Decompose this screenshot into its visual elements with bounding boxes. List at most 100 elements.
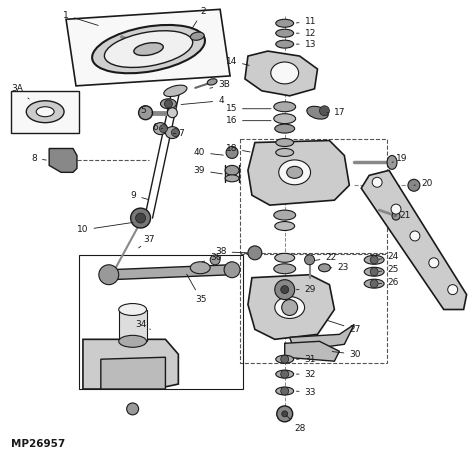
Ellipse shape [364, 256, 384, 264]
Ellipse shape [364, 279, 384, 288]
Text: 7: 7 [173, 129, 184, 138]
Ellipse shape [118, 335, 146, 347]
Polygon shape [245, 51, 318, 96]
Text: 5: 5 [141, 106, 153, 115]
Ellipse shape [274, 114, 296, 124]
Text: 18: 18 [226, 144, 250, 153]
Ellipse shape [225, 165, 239, 175]
Ellipse shape [161, 99, 176, 109]
Ellipse shape [190, 262, 210, 274]
Circle shape [275, 280, 295, 300]
Text: 26: 26 [379, 278, 399, 287]
Ellipse shape [275, 253, 295, 262]
Ellipse shape [191, 32, 204, 40]
Circle shape [370, 280, 378, 288]
Text: 10: 10 [77, 223, 133, 234]
Text: 11: 11 [296, 17, 316, 26]
Text: 22: 22 [315, 253, 337, 262]
Circle shape [410, 231, 420, 241]
Bar [79, 255, 243, 389]
Text: 2: 2 [192, 7, 206, 29]
Ellipse shape [276, 29, 294, 37]
Ellipse shape [276, 148, 294, 157]
Polygon shape [101, 357, 165, 389]
Polygon shape [109, 265, 232, 280]
Text: 21: 21 [394, 211, 410, 219]
Ellipse shape [134, 43, 163, 55]
Ellipse shape [276, 355, 294, 363]
Bar [240, 139, 387, 253]
Circle shape [448, 285, 458, 294]
Circle shape [281, 387, 289, 395]
Text: 15: 15 [226, 104, 271, 113]
Circle shape [372, 177, 382, 187]
Ellipse shape [275, 297, 305, 318]
Polygon shape [83, 339, 178, 389]
Bar [118, 310, 146, 341]
Circle shape [224, 262, 240, 278]
Text: 1: 1 [63, 11, 98, 25]
Text: 33: 33 [296, 387, 316, 397]
Circle shape [131, 208, 151, 228]
Ellipse shape [36, 107, 54, 117]
Text: 6: 6 [153, 123, 163, 132]
Circle shape [138, 106, 153, 120]
Circle shape [127, 403, 138, 415]
Text: 35: 35 [187, 274, 207, 304]
Ellipse shape [276, 40, 294, 48]
Text: 19: 19 [392, 154, 408, 163]
Circle shape [99, 265, 118, 285]
Text: 38: 38 [215, 247, 247, 256]
Text: 24: 24 [379, 252, 398, 262]
Ellipse shape [165, 126, 179, 139]
Text: 32: 32 [296, 370, 316, 379]
Circle shape [305, 255, 315, 265]
Text: 34: 34 [136, 320, 151, 329]
Ellipse shape [274, 264, 296, 274]
Text: 12: 12 [296, 29, 316, 38]
Text: 17: 17 [327, 108, 346, 117]
Ellipse shape [26, 101, 64, 123]
Text: 40: 40 [194, 148, 223, 157]
Text: 3B: 3B [210, 81, 230, 89]
Ellipse shape [307, 106, 328, 119]
Polygon shape [248, 141, 349, 205]
Ellipse shape [275, 222, 295, 230]
Bar [240, 254, 387, 363]
Ellipse shape [274, 102, 296, 112]
Ellipse shape [319, 264, 330, 272]
Ellipse shape [207, 79, 217, 85]
Bar [11, 91, 79, 132]
Circle shape [319, 106, 329, 116]
Circle shape [392, 212, 400, 220]
Text: 29: 29 [296, 285, 316, 294]
Ellipse shape [92, 25, 205, 73]
Circle shape [248, 246, 262, 260]
Ellipse shape [104, 31, 193, 67]
Polygon shape [66, 9, 230, 86]
Circle shape [282, 411, 288, 417]
Text: 3A: 3A [11, 84, 29, 99]
Circle shape [164, 100, 173, 108]
Polygon shape [49, 148, 77, 172]
Text: 37: 37 [138, 235, 155, 248]
Circle shape [136, 213, 146, 223]
Ellipse shape [287, 166, 302, 178]
Text: 36: 36 [202, 253, 222, 262]
Circle shape [391, 204, 401, 214]
Text: 25: 25 [379, 265, 399, 274]
Text: 16: 16 [226, 116, 271, 125]
Ellipse shape [276, 19, 294, 27]
Text: 13: 13 [296, 40, 316, 49]
Polygon shape [285, 341, 339, 361]
Text: 27: 27 [327, 320, 361, 334]
Text: 8: 8 [31, 154, 46, 163]
Text: 28: 28 [287, 416, 306, 433]
Ellipse shape [387, 155, 397, 169]
Text: 39: 39 [194, 166, 222, 175]
Ellipse shape [275, 124, 295, 133]
Polygon shape [248, 275, 334, 339]
Circle shape [281, 286, 289, 294]
Ellipse shape [279, 160, 310, 185]
Text: 20: 20 [414, 179, 432, 188]
